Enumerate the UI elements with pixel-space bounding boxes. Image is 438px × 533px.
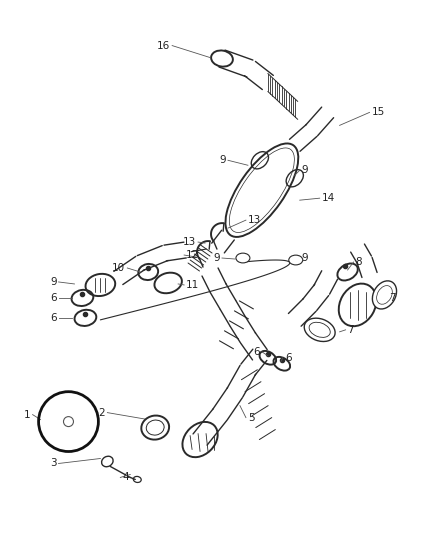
Text: 13: 13: [248, 215, 261, 225]
Ellipse shape: [141, 416, 169, 440]
Ellipse shape: [236, 253, 250, 263]
Text: 16: 16: [157, 41, 170, 51]
Text: 11: 11: [186, 280, 199, 290]
Ellipse shape: [309, 322, 330, 337]
Ellipse shape: [377, 286, 392, 304]
Text: 15: 15: [371, 108, 385, 117]
Text: 4: 4: [122, 472, 129, 482]
Text: 9: 9: [302, 165, 308, 175]
Text: 6: 6: [285, 353, 291, 363]
Text: 9: 9: [213, 253, 220, 263]
Text: 7: 7: [389, 293, 396, 303]
Text: 7: 7: [348, 325, 354, 335]
Text: 10: 10: [112, 263, 125, 273]
Text: 6: 6: [253, 347, 260, 357]
Text: 1: 1: [24, 410, 31, 419]
Text: 14: 14: [321, 193, 335, 203]
Text: 3: 3: [50, 458, 57, 469]
Text: 9: 9: [50, 277, 57, 287]
Text: 13: 13: [183, 237, 196, 247]
Text: 8: 8: [356, 257, 362, 267]
Text: 5: 5: [248, 413, 254, 423]
Text: 6: 6: [50, 293, 57, 303]
Ellipse shape: [372, 281, 396, 309]
Text: 9: 9: [219, 155, 226, 165]
Ellipse shape: [304, 318, 335, 342]
Text: 6: 6: [50, 313, 57, 323]
Ellipse shape: [289, 255, 303, 265]
Text: 9: 9: [302, 253, 308, 263]
Text: 2: 2: [99, 408, 106, 418]
Text: 12: 12: [186, 250, 199, 260]
Ellipse shape: [146, 420, 164, 435]
